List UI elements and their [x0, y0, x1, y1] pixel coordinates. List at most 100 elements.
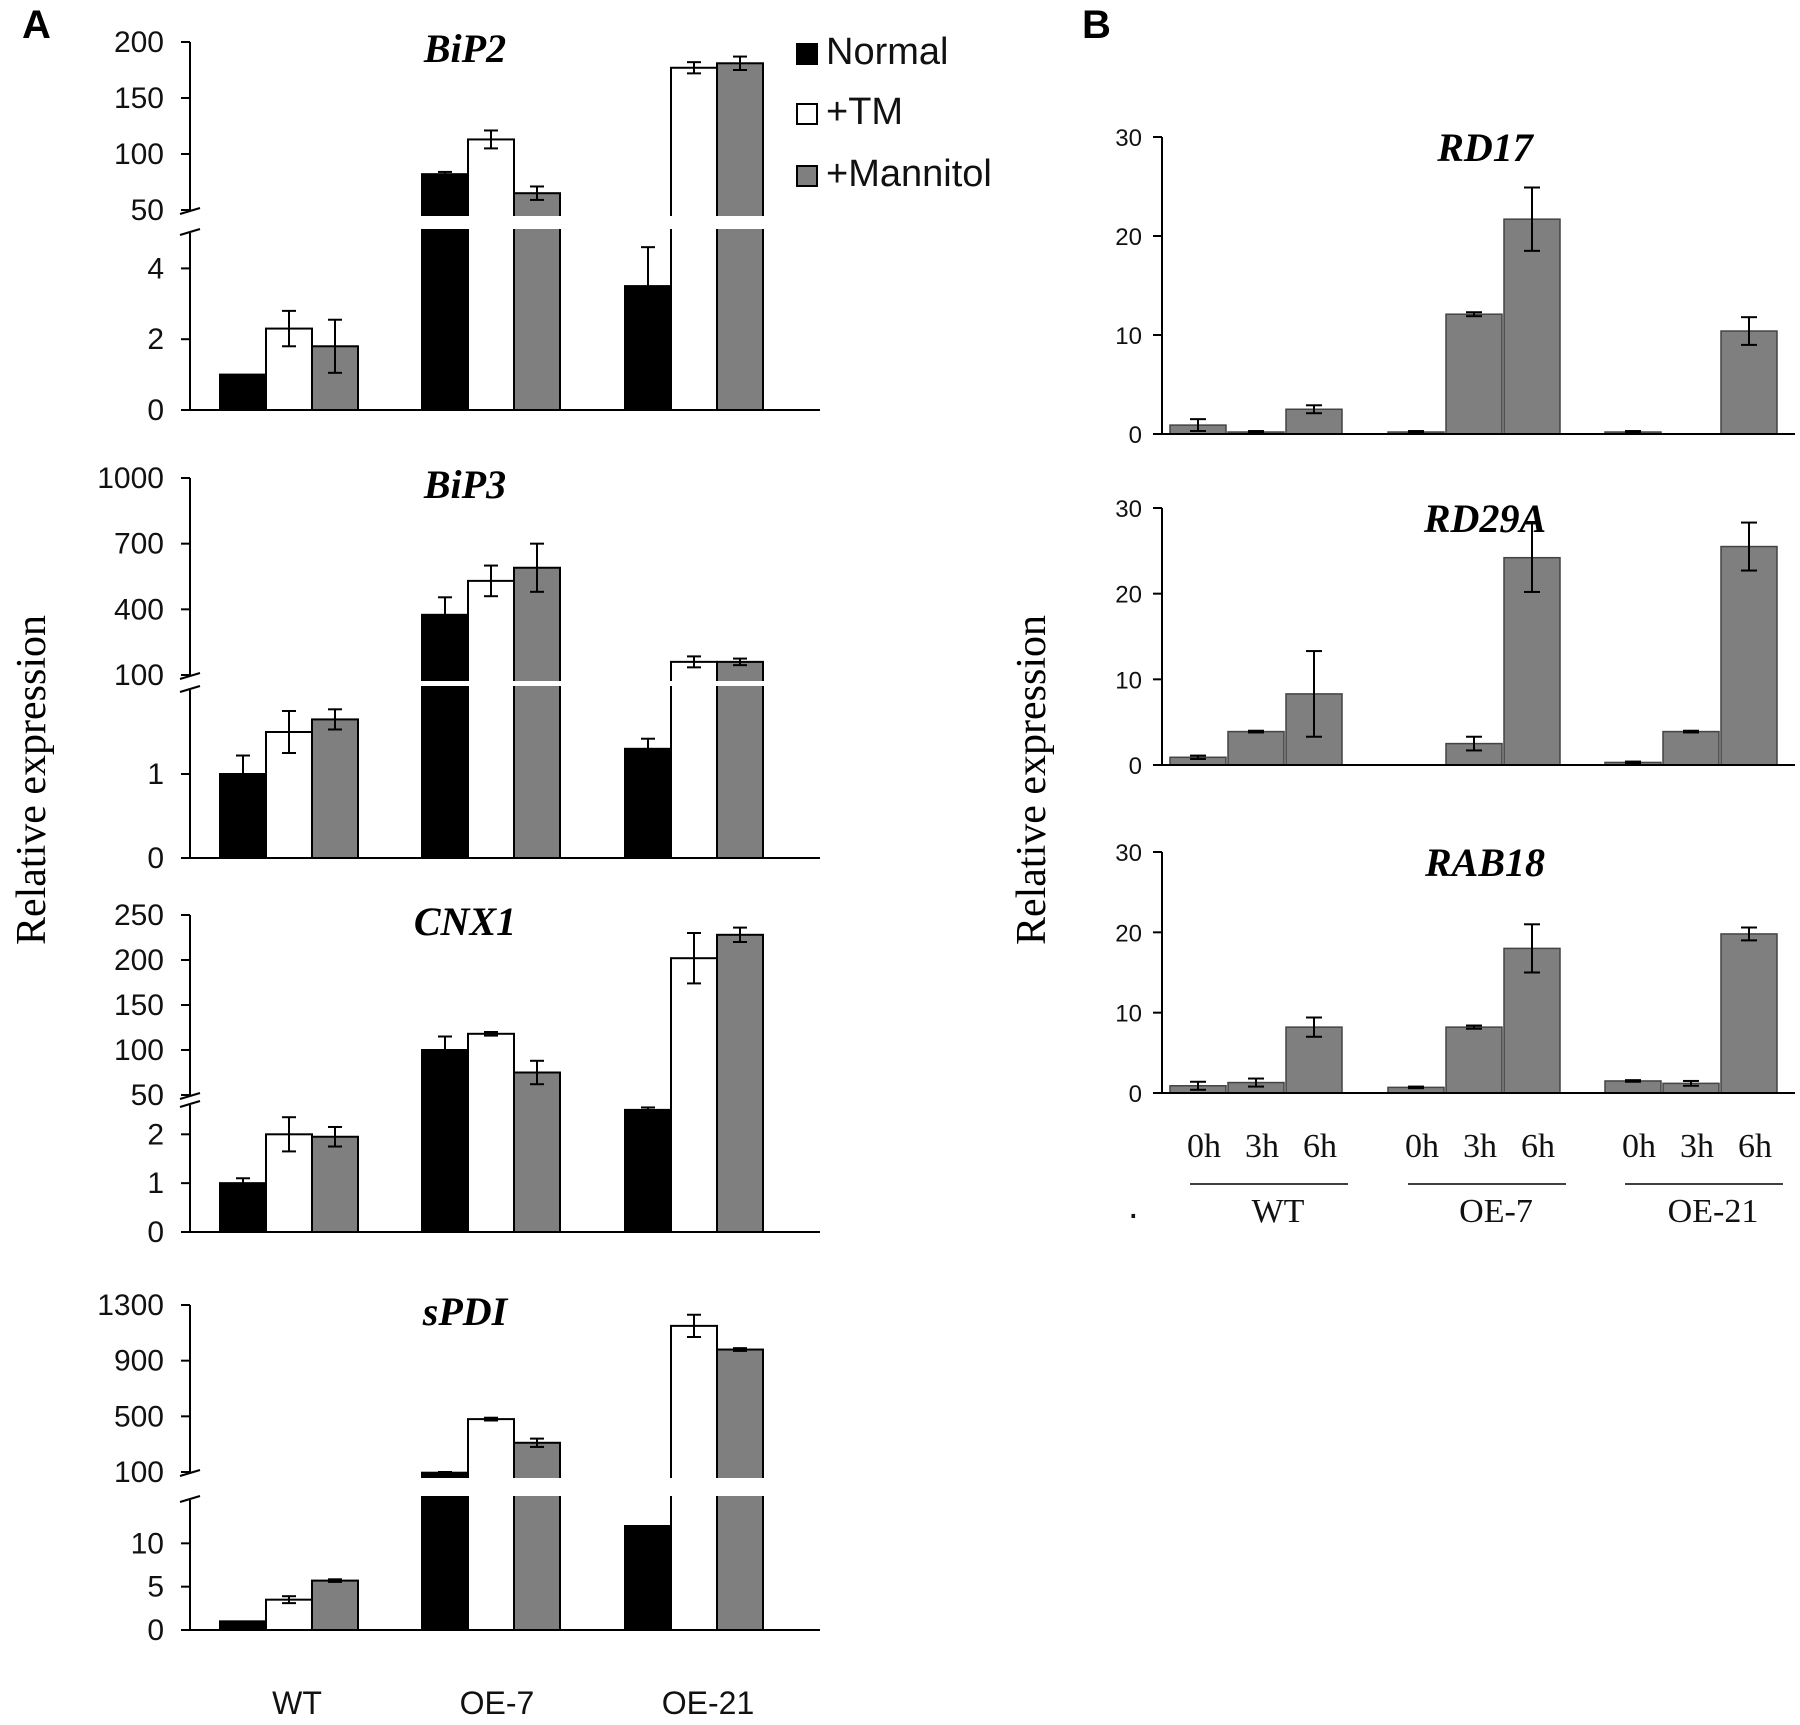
bar-spdi-wt-mannitol [311, 1579, 359, 1631]
bar-spdi-oe-7-normal [421, 1471, 469, 1631]
tick-label-spdi-5: 5 [147, 1571, 164, 1604]
tick-label-rd17-30: 30 [1115, 125, 1142, 152]
bar-rd29a-oe-21-3h [1662, 730, 1720, 766]
tick-label-bip2-100: 100 [114, 138, 164, 171]
tick-label-cnx1-250: 250 [114, 899, 164, 932]
tick-label-cnx1-100: 100 [114, 1034, 164, 1067]
bar-cnx1-oe-21-normal [624, 1108, 672, 1234]
bar-bip3-wt-mannitol [311, 718, 359, 860]
tick-label-rab18-10: 10 [1115, 1001, 1142, 1028]
chart-title-spdi: sPDI [422, 1289, 509, 1334]
legend-swatch-mannitol [796, 165, 818, 187]
bar-cnx1-oe-7-mannitol [513, 1071, 561, 1233]
timepoint-label-wt-3h: 3h [1245, 1128, 1279, 1165]
tick-label-spdi-900: 900 [114, 1345, 164, 1378]
bar-cnx1-oe-7-normal [421, 1049, 469, 1233]
bar-bip2-oe-7-tm [467, 138, 515, 411]
bar-spdi-oe-7-mannitol [513, 1441, 561, 1632]
break-mark-bottom [179, 685, 201, 693]
break-mark-bottom [179, 228, 201, 236]
tick-label-cnx1-50: 50 [131, 1079, 164, 1112]
bar-bip3-oe-21-normal [624, 747, 672, 859]
tick-label-rd29a-0: 0 [1129, 753, 1142, 780]
tick-label-cnx1-1: 1 [147, 1167, 164, 1200]
tick-label-rab18-20: 20 [1115, 920, 1142, 947]
charts-group: 50100150200024BiP2100400700100001BiP3501… [97, 26, 1795, 1721]
chart-rd17: 0 10 20 30 RD17 [1115, 125, 1795, 449]
timepoint-label-wt-6h: 6h [1303, 1128, 1337, 1165]
bar-rab18-oe-21-0h [1604, 1080, 1662, 1094]
legend-label-mannitol: +Mannitol [826, 153, 992, 195]
timepoint-label-oe-21-6h: 6h [1738, 1128, 1772, 1165]
tick-label-bip2-4: 4 [147, 252, 164, 285]
bar-cnx1-wt-mannitol [311, 1135, 359, 1233]
tick-label-bip3-1: 1 [147, 758, 164, 791]
panel-b-letter: B [1082, 3, 1111, 47]
bar-cnx1-wt-normal [219, 1182, 267, 1233]
chart-title-cnx1: CNX1 [414, 899, 516, 944]
tick-label-rd17-10: 10 [1115, 323, 1142, 350]
group-label-oe-7: OE-7 [1459, 1193, 1533, 1230]
bar-bip3-oe-7-mannitol [513, 566, 561, 859]
category-label-wt: WT [272, 1685, 322, 1721]
bar-cnx1-oe-21-tm [670, 957, 718, 1233]
tick-label-bip3-400: 400 [114, 593, 164, 626]
tick-label-spdi-1300: 1300 [97, 1289, 164, 1322]
legend-swatch-normal [796, 43, 818, 65]
tick-label-rd29a-10: 10 [1115, 667, 1142, 694]
bar-rd17-oe-7-6h [1503, 218, 1561, 435]
chart-rab18: 0 10 20 30 RAB18 0h 3h 6h WT 0h 3h 6h OE-7 0h 3h 6h OE-2… [1115, 840, 1795, 1230]
bar-rab18-oe-7-3h [1445, 1026, 1503, 1094]
bar-spdi-oe-7-tm [467, 1418, 515, 1632]
bar-rd17-oe-21-6h [1720, 330, 1778, 435]
chart-bip2: 50 100 150 200 0 2 4 BiP2 [114, 26, 822, 427]
chart-title-rd29a: RD29A [1423, 496, 1546, 541]
axis-break-gap [182, 681, 822, 686]
tick-label-spdi-10: 10 [131, 1527, 164, 1560]
bar-bip2-oe-21-tm [670, 66, 718, 411]
bar-spdi-wt-tm [265, 1598, 313, 1631]
chart-cnx1: 50 100 150 200 250 0 1 2 CNX1 [114, 899, 820, 1249]
panel-a-letter: A [22, 3, 51, 47]
timepoint-label-oe-21-0h: 0h [1622, 1128, 1656, 1165]
chart-bip3: 100 400 700 1000 0 1 BiP3 [97, 462, 822, 875]
tick-label-spdi-500: 500 [114, 1400, 164, 1433]
tick-label-spdi-100: 100 [114, 1456, 164, 1489]
axis-break-gap [182, 1478, 822, 1496]
timepoint-label-oe-21-3h: 3h [1680, 1128, 1714, 1165]
axis-break-gap [182, 216, 822, 229]
category-label-oe-21: OE-21 [662, 1685, 754, 1721]
chart-title-rab18: RAB18 [1424, 840, 1545, 885]
bar-spdi-wt-normal [219, 1620, 267, 1632]
tick-label-bip2-150: 150 [114, 82, 164, 115]
bar-spdi-oe-21-tm [670, 1324, 718, 1631]
bar-bip3-oe-7-normal [421, 613, 469, 859]
bar-spdi-oe-21-normal [624, 1525, 672, 1631]
tick-label-cnx1-2: 2 [147, 1118, 164, 1151]
tick-label-bip2-200: 200 [114, 26, 164, 59]
category-label-oe-7: OE-7 [460, 1685, 535, 1721]
legend-label-normal: Normal [826, 31, 948, 73]
bar-rd29a-oe-21-6h [1720, 545, 1778, 766]
legend-swatch-tm [796, 103, 818, 125]
bar-cnx1-oe-21-mannitol [716, 933, 764, 1233]
bar-bip2-wt-normal [219, 373, 267, 412]
tick-label-bip3-700: 700 [114, 528, 164, 561]
chart-spdi: 100 500 900 1300 0 5 10 sPDI WT OE-7 OE-21 [97, 1289, 822, 1721]
tick-label-rd29a-30: 30 [1115, 496, 1142, 523]
break-mark-bottom [179, 1495, 201, 1503]
chart-title-bip3: BiP3 [423, 462, 506, 507]
chart-title-rd17: RD17 [1436, 125, 1535, 170]
tick-label-rab18-30: 30 [1115, 840, 1142, 867]
group-label-oe-21: OE-21 [1668, 1193, 1759, 1230]
bar-rab18-oe-21-6h [1720, 933, 1778, 1094]
bar-bip2-oe-7-normal [421, 173, 469, 411]
tick-label-bip2-0: 0 [147, 394, 164, 427]
tick-label-cnx1-150: 150 [114, 989, 164, 1022]
bar-bip3-oe-21-mannitol [716, 660, 764, 859]
timepoint-label-oe-7-3h: 3h [1463, 1128, 1497, 1165]
tick-label-cnx1-200: 200 [114, 944, 164, 977]
tick-label-bip3-0: 0 [147, 842, 164, 875]
bar-cnx1-oe-7-tm [467, 1032, 515, 1234]
